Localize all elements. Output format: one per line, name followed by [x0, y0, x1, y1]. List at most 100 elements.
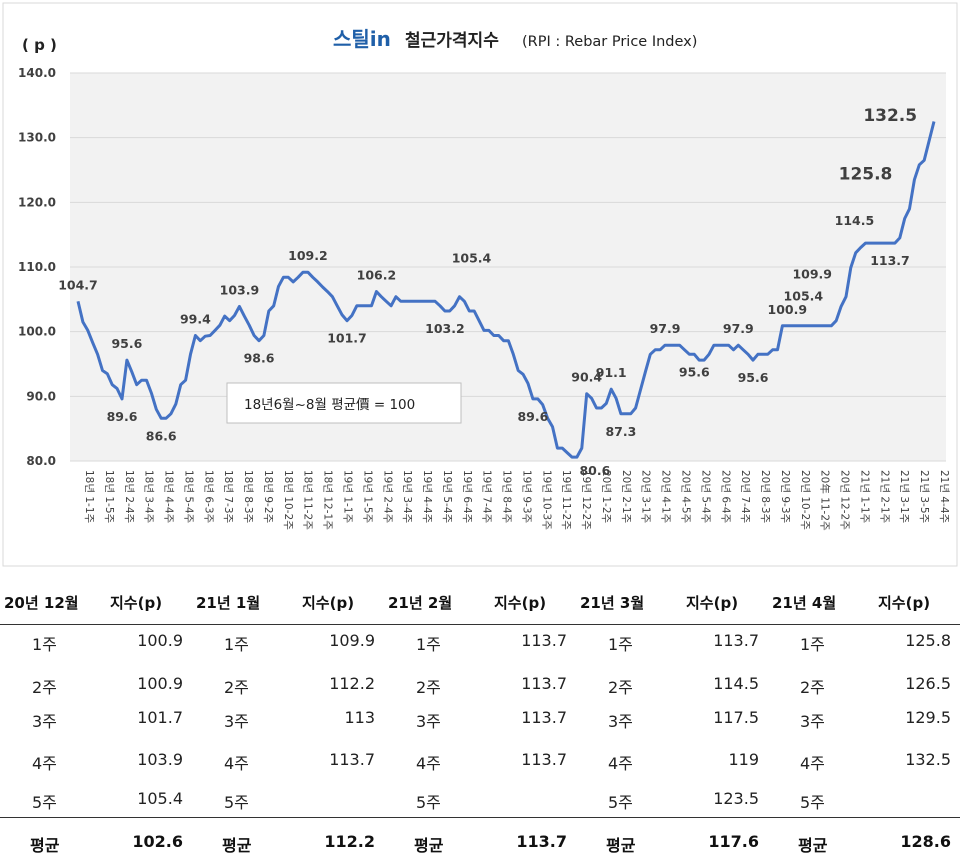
table-header-month: 21년 3월	[580, 594, 645, 612]
x-tick-label: 18년 10-2주	[282, 470, 294, 530]
x-tick-label: 19년 1-5주	[361, 470, 373, 524]
data-label: 101.7	[327, 331, 367, 346]
note-box	[226, 382, 462, 424]
table-avg-value: 102.6	[132, 832, 183, 851]
table-cell-week: 3주	[416, 712, 441, 731]
y-tick-label: 90.0	[26, 389, 56, 403]
table-cell-value: 113.7	[713, 631, 759, 650]
table-cell-week: 4주	[32, 754, 57, 773]
x-tick-label: 20년 7-4주	[739, 470, 751, 524]
table-cell-value: 132.5	[905, 750, 951, 769]
legend-note-box: 18년6월~8월 평균價 = 100	[226, 382, 462, 424]
x-tick-label: 19년 5-4주	[441, 470, 453, 524]
data-label: 113.7	[870, 253, 910, 268]
table-cell-week: 5주	[224, 793, 249, 812]
data-label: 105.4	[784, 288, 824, 303]
table-cell-value: 109.9	[329, 631, 375, 650]
chart-svg: 스틸in 철근가격지수 (RPI : Rebar Price Index) ( …	[2, 2, 958, 567]
x-tick-labels: 18년 1-1주 18년 1-5주 18년 2-4주 18년 3-4주 18년 4-4주…	[83, 470, 950, 531]
data-label: 80.6	[579, 463, 610, 478]
x-tick-label: 20년 5-4주	[699, 470, 711, 524]
table-cell-week: 3주	[32, 712, 57, 731]
x-tick-label: 21년 3-1주	[898, 470, 910, 524]
table-cell-value: 105.4	[137, 789, 183, 808]
x-tick-label: 20년 6-4주	[719, 470, 731, 524]
table-cell-week: 2주	[416, 678, 441, 697]
x-tick-label: 21년 4-4주	[938, 470, 950, 524]
table-cell-week: 3주	[224, 712, 249, 731]
y-tick-label: 100.0	[18, 325, 56, 339]
table-avg-label: 평균	[30, 836, 60, 855]
x-tick-label: 19년 9-3주	[520, 470, 532, 524]
data-label: 109.9	[792, 267, 832, 282]
title-suffix: (RPI : Rebar Price Index)	[522, 34, 697, 50]
table-cell-week: 2주	[224, 678, 249, 697]
table-cell-week: 5주	[608, 793, 633, 812]
data-label: 109.2	[288, 248, 328, 263]
x-tick-label: 18년 6-3주	[202, 470, 214, 524]
table-cell-value: 113.7	[521, 708, 567, 727]
table-avg-value: 128.6	[900, 832, 951, 851]
x-tick-label: 19년 1-1주	[341, 470, 353, 524]
table-avg-label: 평균	[414, 836, 444, 855]
table-cell-value: 100.9	[137, 674, 183, 693]
table-cell-value: 113.7	[521, 674, 567, 693]
table-cell-week: 4주	[608, 754, 633, 773]
data-label: 106.2	[357, 268, 397, 283]
y-tick-label: 120.0	[18, 195, 56, 209]
table-cell-week: 2주	[32, 678, 57, 697]
data-label: 91.1	[596, 365, 627, 380]
data-label: 104.7	[58, 277, 98, 292]
table-avg-value: 112.2	[324, 832, 375, 851]
data-label: 132.5	[863, 106, 917, 126]
table-cell-value: 119	[728, 750, 759, 769]
data-label: 87.3	[605, 424, 636, 439]
table-cell-week: 1주	[32, 635, 57, 654]
table-cell-value: 103.9	[137, 750, 183, 769]
table-footer-divider	[0, 817, 960, 818]
x-tick-label: 19년 6-4주	[461, 470, 473, 524]
table-avg-label: 평균	[606, 836, 636, 855]
table-cell-week: 2주	[800, 678, 825, 697]
monthly-index-table: 20년 12월 지수(p) 1주 100.9 2주 100.9 3주 101.7 4주 103.9…	[0, 580, 960, 860]
table-header-index: 지수(p)	[686, 594, 739, 612]
x-tick-label: 20년 9-3주	[779, 470, 791, 524]
table-cell-week: 5주	[800, 793, 825, 812]
x-tick-label: 21년 2-1주	[878, 470, 890, 524]
x-tick-label: 18년 2-4주	[123, 470, 135, 524]
table-cell-value: 113.7	[329, 750, 375, 769]
x-tick-label: 18년 4-4주	[163, 470, 175, 524]
x-tick-label: 20년 12-2주	[839, 470, 851, 530]
data-label: 97.9	[650, 321, 681, 336]
table-cell-value: 123.5	[713, 789, 759, 808]
data-label: 95.6	[111, 336, 142, 351]
data-label: 103.2	[425, 321, 465, 336]
table-cell-value: 112.2	[329, 674, 375, 693]
table-header-index: 지수(p)	[878, 594, 931, 612]
y-tick-label: 130.0	[18, 131, 56, 145]
data-label: 114.5	[835, 213, 875, 228]
table-cell-value: 113	[344, 708, 375, 727]
data-label: 97.9	[723, 321, 754, 336]
table-avg-value: 117.6	[708, 832, 759, 851]
x-tick-label: 19년 10-3주	[540, 470, 552, 530]
x-tick-label: 18년 3-4주	[143, 470, 155, 524]
data-label: 89.6	[517, 409, 548, 424]
data-label: 98.6	[244, 351, 275, 366]
x-tick-label: 18년 8-3주	[242, 470, 254, 524]
table-cell-value: 125.8	[905, 631, 951, 650]
table-header-index: 지수(p)	[110, 594, 163, 612]
table-cell-week: 1주	[608, 635, 633, 654]
table-cell-week: 3주	[608, 712, 633, 731]
table-cell-value: 113.7	[521, 750, 567, 769]
table-avg-value: 113.7	[516, 832, 567, 851]
table-cell-week: 4주	[416, 754, 441, 773]
table-cell-value: 113.7	[521, 631, 567, 650]
y-tick-label: 80.0	[26, 454, 56, 468]
x-tick-label: 19년 12-2주	[580, 470, 592, 530]
x-tick-label: 20년 1-2주	[600, 470, 612, 524]
x-tick-label: 20년 2-1주	[620, 470, 632, 524]
table-cell-value: 117.5	[713, 708, 759, 727]
table-cell-week: 5주	[416, 793, 441, 812]
x-tick-label: 19년 3-4주	[401, 470, 413, 524]
